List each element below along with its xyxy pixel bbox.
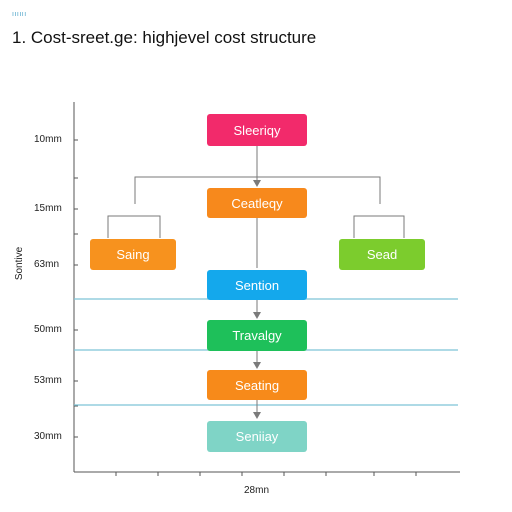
node-sention[interactable]: Sention	[207, 270, 307, 300]
diagram-title: 1. Cost-sreet.ge: highjevel cost structu…	[12, 28, 317, 47]
x-ticks	[115, 472, 417, 476]
y-tick-label: 15mm	[34, 203, 62, 214]
y-tick-label: 63mn	[34, 259, 60, 270]
node-seating[interactable]: Seating	[207, 370, 307, 400]
y-tick-label: 30mm	[34, 431, 62, 442]
y-axis-title: Sontive	[14, 246, 26, 281]
node-ceatleqy[interactable]: Ceatleqy	[207, 188, 307, 218]
y-tick-label: 50mm	[34, 324, 62, 335]
x-axis-label: 28mn	[244, 485, 270, 496]
node-sead[interactable]: Sead	[339, 239, 425, 270]
y-tick-label: 53mm	[34, 375, 62, 386]
node-sleeriogy[interactable]: Sleeriqy	[207, 114, 307, 146]
connectors	[107, 146, 405, 418]
node-travaigy[interactable]: Travalgy	[207, 320, 307, 351]
connector-arrowheads	[253, 180, 261, 419]
y-ticks	[74, 139, 78, 438]
node-seniay[interactable]: Seniiay	[207, 421, 307, 452]
y-tick-label: 10mm	[34, 134, 62, 145]
node-saing[interactable]: Saing	[90, 239, 176, 270]
eyebrow-label: ıııııı	[12, 11, 27, 18]
